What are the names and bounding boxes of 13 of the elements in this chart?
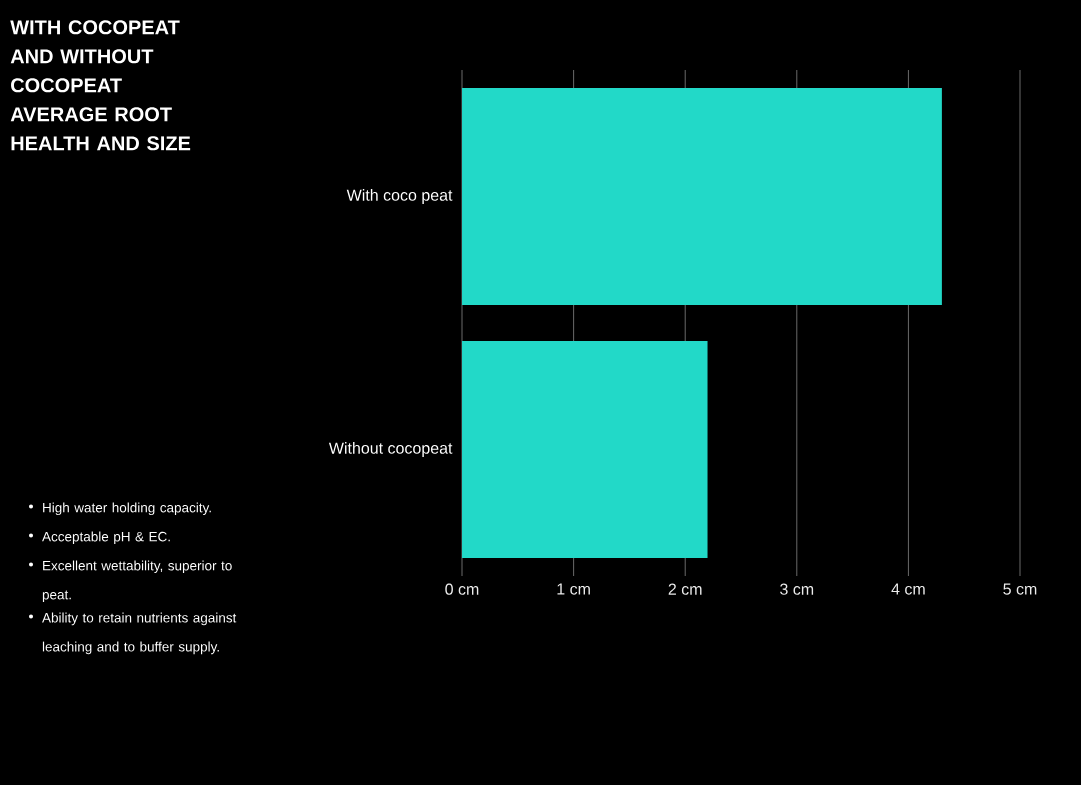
text: WITH COCOPEAT AND WITHOUT COCOPEAT AVERAGE ROOT HEALTH AND SIZE <box>10 20 191 151</box>
text: High water holding capacity. <box>43 502 211 516</box>
x-tick-label: 1 cm <box>557 583 590 595</box>
x-tick-label: 2 cm <box>668 583 702 595</box>
x-tick-label: 5 cm <box>1003 583 1037 595</box>
x-tick-label: 0 cm <box>445 583 479 595</box>
y-tick-label: Without cocopeat <box>328 442 453 457</box>
text: Ability to retain nutrients against leaching and to buffer supply. <box>42 612 237 655</box>
x-tick-label: 4 cm <box>891 583 925 595</box>
x-tick-label: 3 cm <box>780 583 814 595</box>
text: Acceptable pH & EC. <box>42 531 170 545</box>
text: Excellent wettability, superior to peat. <box>42 560 232 603</box>
y-tick-label: With coco peat <box>346 189 453 204</box>
